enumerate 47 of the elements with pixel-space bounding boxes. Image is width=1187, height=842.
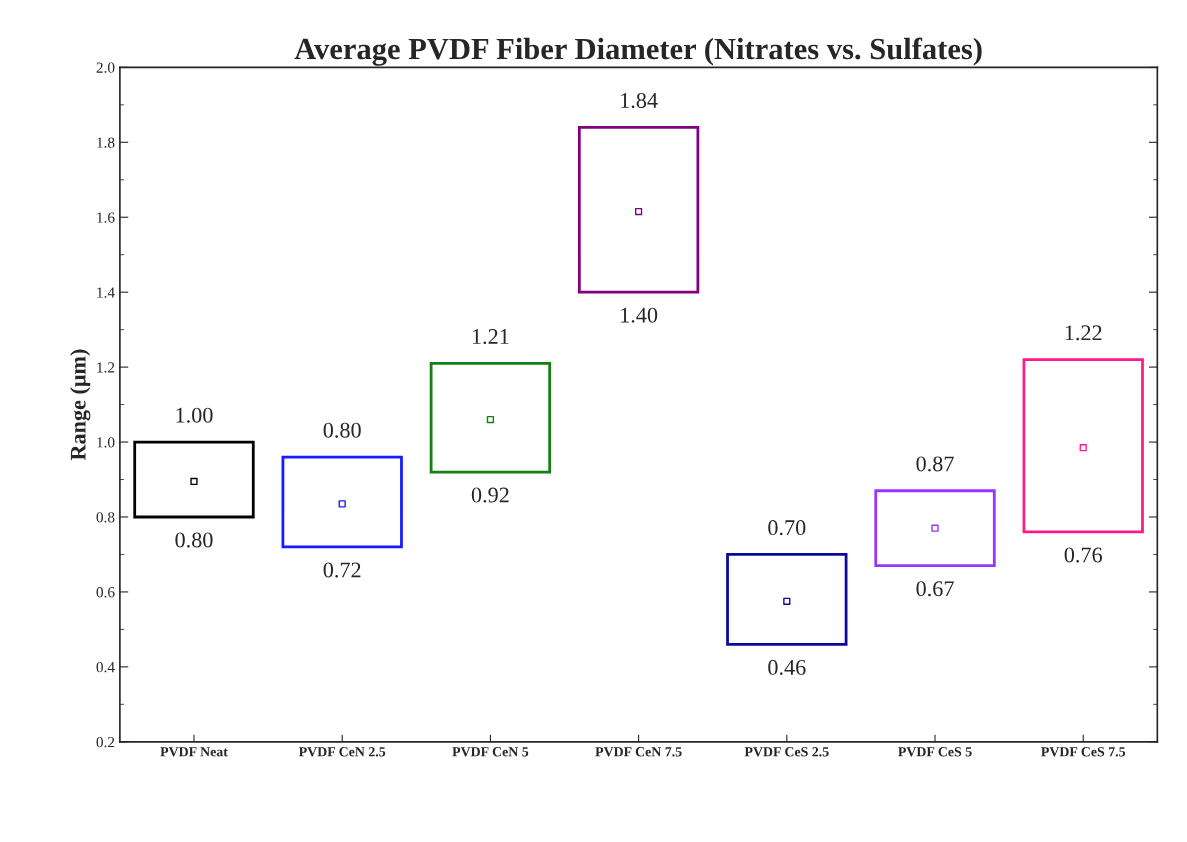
chart-title: Average PVDF Fiber Diameter (Nitrates vs. Sulfates) xyxy=(294,37,982,66)
annotation: 0.87 xyxy=(916,456,954,472)
annotation: 1.22 xyxy=(1065,325,1102,341)
point xyxy=(190,477,198,486)
bar xyxy=(1022,358,1144,534)
point xyxy=(1079,444,1087,452)
y-tick-label: 0.2 xyxy=(96,736,115,748)
annotation: 0.76 xyxy=(1064,547,1102,563)
y-axis-title: Range (μm) xyxy=(70,349,91,461)
bar xyxy=(133,440,255,519)
y-tick-label: 1.2 xyxy=(97,362,115,373)
bar xyxy=(429,361,552,474)
annotation: 0.70 xyxy=(768,520,806,536)
x-tick-label: PVDF CeS 2.5 xyxy=(744,747,829,757)
bar xyxy=(577,125,700,294)
annotation: 0.72 xyxy=(323,562,361,578)
y-tick-label: 1.6 xyxy=(97,212,115,223)
point xyxy=(634,207,643,216)
annotation: 0.92 xyxy=(471,487,509,503)
annotation: 1.21 xyxy=(472,329,509,345)
point xyxy=(783,597,791,605)
annotation: 1.84 xyxy=(621,92,658,109)
x-tick-label: PVDF CeN 2.5 xyxy=(298,747,386,757)
annotation: 1.40 xyxy=(621,307,658,323)
x-tick-label: PVDF Neat xyxy=(160,747,228,757)
bar xyxy=(726,553,848,646)
x-tick-label: PVDF CeS 7.5 xyxy=(1041,747,1126,757)
y-tick-label: 0.4 xyxy=(96,662,115,673)
annotation: 0.80 xyxy=(175,532,213,548)
y-tick-label: 0.8 xyxy=(96,512,115,523)
point xyxy=(486,415,495,424)
y-tick-label: 1.0 xyxy=(97,437,115,448)
annotation: 0.46 xyxy=(768,659,806,675)
x-tick-label: PVDF CeN 7.5 xyxy=(595,747,682,757)
annotation: 0.80 xyxy=(323,422,361,438)
bar xyxy=(281,455,403,549)
annotation: 0.67 xyxy=(916,581,954,597)
y-tick-label: 1.8 xyxy=(97,137,115,148)
x-tick-label: PVDF CeN 5 xyxy=(452,747,529,757)
annotation: 1.00 xyxy=(176,407,213,423)
point xyxy=(931,524,939,532)
y-tick-label: 0.6 xyxy=(96,587,115,598)
bar xyxy=(874,489,996,568)
y-tick-label: 2.0 xyxy=(96,62,115,73)
point xyxy=(338,500,346,508)
y-tick-label: 1.4 xyxy=(97,287,115,298)
x-tick-label: PVDF CeS 5 xyxy=(898,747,972,757)
